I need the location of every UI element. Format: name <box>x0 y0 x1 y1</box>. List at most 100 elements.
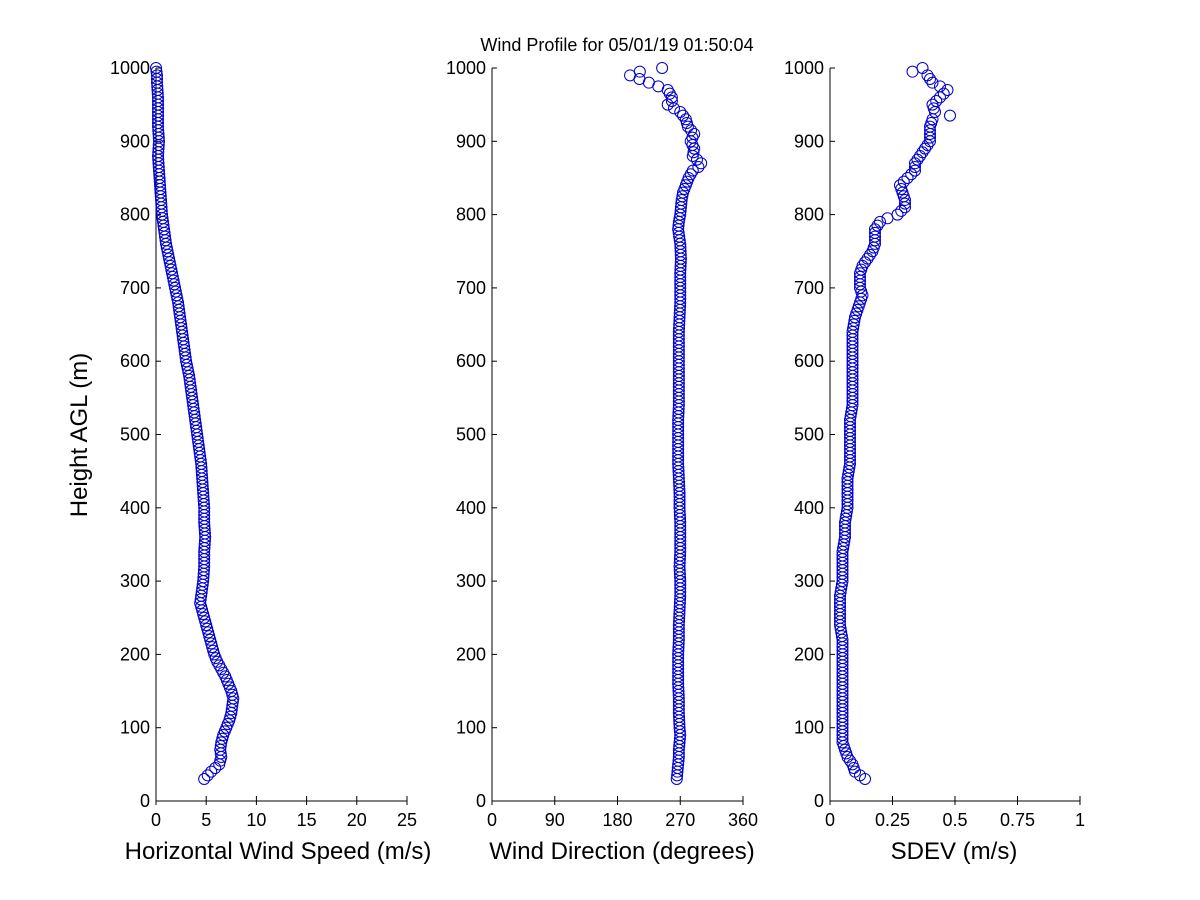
sdev-data-point <box>846 758 859 771</box>
sdev-y-tick-label: 700 <box>794 278 824 298</box>
y-axis-label: Height AGL (m) <box>66 353 93 518</box>
speed-data-point <box>197 608 210 621</box>
sdev-x-tick-label: 0.5 <box>942 810 967 830</box>
direction-data-point <box>675 193 688 206</box>
speed-data-point <box>199 615 212 628</box>
sdev-y-tick-label: 600 <box>794 351 824 371</box>
speed-y-tick-label: 700 <box>120 278 150 298</box>
sdev-y-tick-label: 1000 <box>784 58 824 78</box>
sdev-data-point <box>891 208 904 221</box>
sdev-data-point <box>930 94 943 107</box>
sdev-data-point <box>916 62 929 74</box>
speed-x-tick-label: 10 <box>246 810 266 830</box>
sdev-data-point <box>941 83 954 96</box>
speed-x-tick-label: 5 <box>201 810 211 830</box>
speed-y-tick-label: 800 <box>120 205 150 225</box>
direction-panel: 0 90 180 270 360 0 100 200 300 400 500 600 700 800 900… <box>446 58 758 830</box>
speed-data-point <box>200 619 213 632</box>
speed-data-point <box>224 710 237 723</box>
direction-data-point <box>688 127 701 140</box>
sdev-data-point <box>921 69 934 82</box>
direction-data-point <box>690 153 703 166</box>
sdev-y-tick-label: 500 <box>794 425 824 445</box>
sdev-data-point <box>905 168 918 181</box>
speed-y-tick-label: 900 <box>120 131 150 151</box>
sdev-data-point <box>897 175 910 188</box>
sdev-data-point <box>921 138 934 151</box>
sdev-y-tick-label: 300 <box>794 571 824 591</box>
direction-data-point <box>665 94 678 107</box>
speed-data-point <box>216 732 229 745</box>
sdev-y-tick-label: 0 <box>814 791 824 811</box>
sdev-data-point <box>944 109 956 122</box>
direction-x-tick-label: 360 <box>728 810 758 830</box>
direction-y-tick-label: 400 <box>456 498 486 518</box>
direction-y-tick-label: 200 <box>456 644 486 664</box>
sdev-data-point <box>909 160 921 173</box>
direction-data-point <box>676 190 689 203</box>
sdev-y-tick-label: 400 <box>794 498 824 518</box>
sdev-y-tick-label: 800 <box>794 205 824 225</box>
direction-x-tick-label: 180 <box>602 810 632 830</box>
sdev-data-point <box>937 87 950 100</box>
direction-y-tick-label: 900 <box>456 131 486 151</box>
sdev-data-point <box>926 113 939 126</box>
direction-data-point <box>674 105 687 118</box>
direction-data-point <box>695 157 708 170</box>
sdev-data-point <box>864 248 876 261</box>
speed-data-point <box>207 644 220 657</box>
speed-data-point <box>226 688 239 701</box>
speed-data-point <box>206 641 219 654</box>
sdev-data-point <box>924 124 936 137</box>
direction-x-tick-label: 90 <box>545 810 565 830</box>
direction-data-point <box>633 65 646 78</box>
sdev-data-point <box>869 226 881 239</box>
sdev-x-tick-label: 0 <box>825 810 835 830</box>
sdev-x-tick-label: 0.75 <box>1000 810 1035 830</box>
direction-data-point <box>681 120 694 133</box>
direction-y-tick-label: 700 <box>456 278 486 298</box>
speed-data-point <box>151 69 164 82</box>
speed-x-tick-label: 25 <box>397 810 417 830</box>
direction-data-point <box>667 102 680 115</box>
direction-data-point <box>692 160 705 173</box>
direction-data-point <box>687 146 700 159</box>
sdev-y-tick-label: 200 <box>794 644 824 664</box>
sdev-data-point <box>906 65 919 78</box>
speed-data-point <box>201 769 214 782</box>
direction-data-point <box>679 113 692 126</box>
speed-x-tick-label: 20 <box>347 810 367 830</box>
direction-data-point <box>677 109 690 122</box>
speed-data-point <box>214 740 227 753</box>
speed-x-axis-label: Horizontal Wind Speed (m/s) <box>125 838 432 865</box>
sdev-data-point <box>909 164 921 177</box>
direction-x-tick-label: 0 <box>487 810 497 830</box>
speed-y-tick-label: 600 <box>120 351 150 371</box>
speed-y-tick-label: 500 <box>120 425 150 445</box>
sdev-data-point <box>924 72 936 85</box>
sdev-data-point <box>895 204 908 217</box>
speed-data-point <box>150 65 163 78</box>
sdev-data-point <box>914 149 926 162</box>
sdev-data-point <box>916 146 929 159</box>
direction-y-tick-label: 600 <box>456 351 486 371</box>
speed-y-tick-label: 0 <box>140 791 150 811</box>
direction-y-tick-label: 1000 <box>446 58 486 78</box>
sdev-data-point <box>901 171 914 184</box>
sdev-data-point <box>899 197 911 210</box>
direction-y-tick-label: 800 <box>456 205 486 225</box>
speed-data-point <box>205 765 218 778</box>
direction-y-tick-label: 500 <box>456 425 486 445</box>
sdev-data-point <box>861 252 874 265</box>
speed-y-tick-label: 1000 <box>110 58 150 78</box>
speed-data-point <box>150 62 162 74</box>
sdev-data-point <box>844 754 856 767</box>
sdev-x-tick-label: 1 <box>1075 810 1085 830</box>
sdev-data-point <box>871 219 884 232</box>
sdev-data-point <box>926 98 939 111</box>
speed-data-point <box>223 714 236 727</box>
sdev-data-point <box>874 215 886 228</box>
sdev-y-tick-label: 100 <box>794 718 824 738</box>
direction-y-tick-label: 300 <box>456 571 486 591</box>
sdev-x-tick-label: 0.25 <box>875 810 910 830</box>
